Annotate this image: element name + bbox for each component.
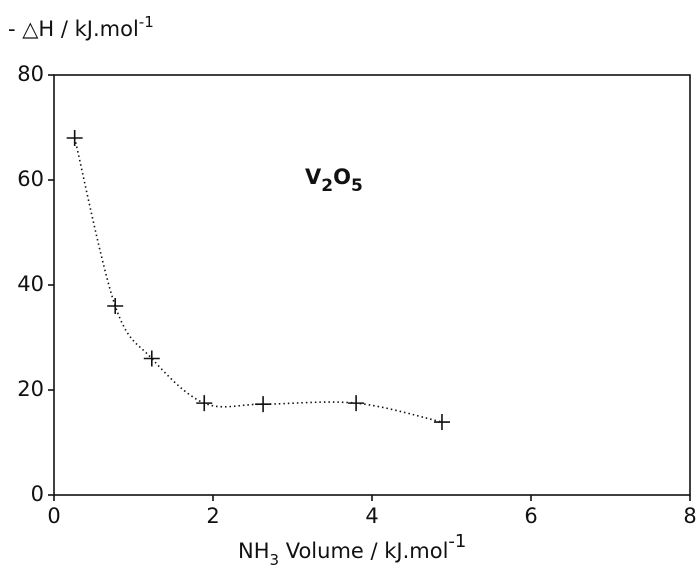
x-tick-label: 8	[683, 504, 696, 528]
x-label-sub: 3	[270, 551, 280, 569]
x-tick-label: 4	[365, 504, 378, 528]
y-label-sup: -1	[139, 13, 154, 31]
data-point	[196, 395, 213, 412]
plot-frame	[53, 74, 691, 496]
x-tick-label: 2	[206, 504, 219, 528]
data-point	[255, 396, 272, 413]
y-tick-label: 80	[17, 62, 44, 86]
data-point	[143, 350, 160, 367]
x-axis-label: NH3 Volume / kJ.mol-1	[238, 531, 466, 569]
annotation-o: O	[333, 165, 351, 189]
annotation-v: V	[305, 165, 322, 189]
annotation-sub1: 2	[321, 176, 333, 196]
x-tick-label: 0	[47, 504, 60, 528]
y-tick-label: 60	[17, 167, 44, 191]
x-label-rest: Volume / kJ.mol	[279, 539, 448, 563]
y-tick-label: 20	[17, 377, 44, 401]
y-label-main: - △H / kJ.mol	[8, 17, 139, 41]
x-label-sup: -1	[448, 531, 466, 552]
x-tick-label: 6	[524, 504, 537, 528]
annotation: V2O5	[305, 165, 363, 196]
data-point	[348, 395, 365, 412]
data-point	[433, 414, 450, 431]
data-point	[66, 130, 83, 146]
annotation-sub2: 5	[351, 176, 363, 196]
x-label-main: NH	[238, 539, 270, 563]
y-axis-label: - △H / kJ.mol-1	[8, 13, 154, 42]
y-tick-label: 0	[31, 482, 44, 506]
y-tick-label: 40	[17, 272, 44, 296]
data-point	[107, 298, 124, 314]
trend-curve	[73, 137, 443, 423]
